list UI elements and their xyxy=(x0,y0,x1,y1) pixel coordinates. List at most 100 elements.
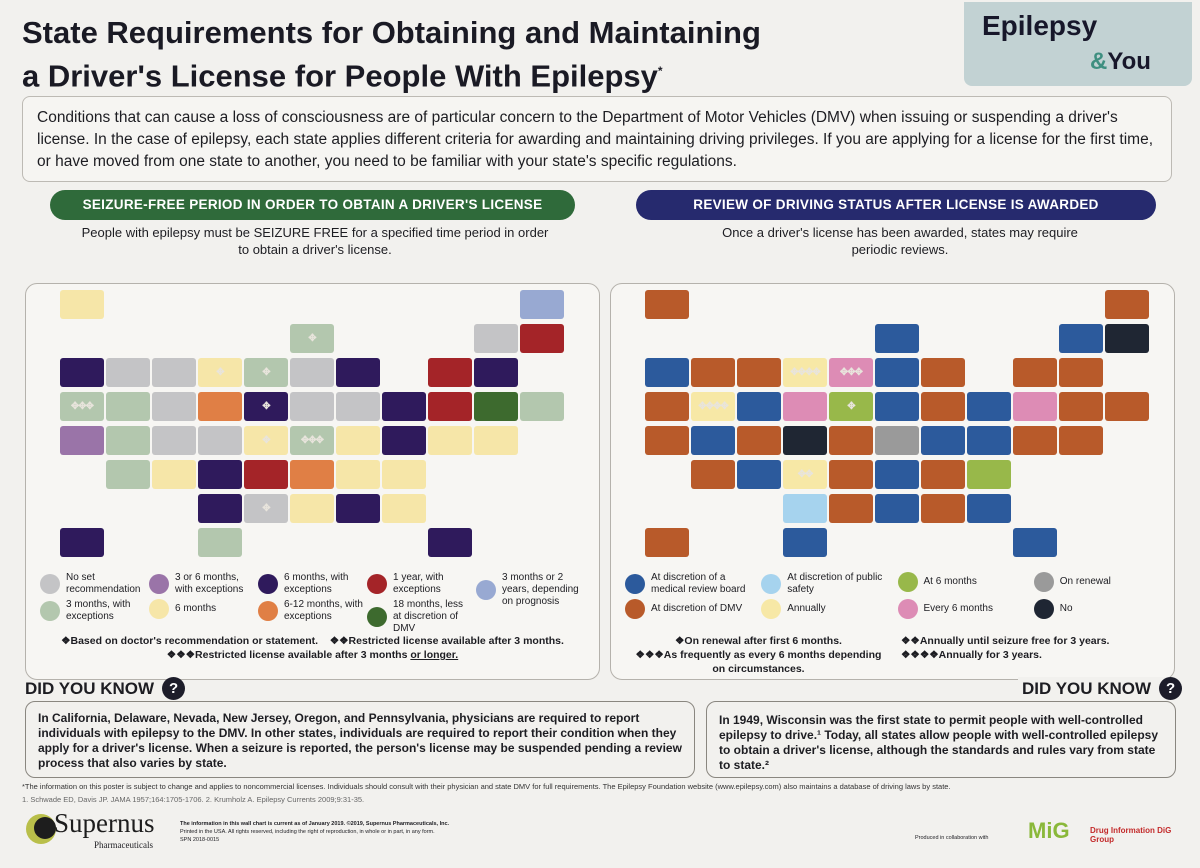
legend-item: At discretion of DMV xyxy=(625,599,757,619)
legend-item: No xyxy=(1033,599,1166,619)
marker-icon: ✥ xyxy=(262,503,270,514)
state-id xyxy=(691,358,735,387)
state-nd: ✥ xyxy=(198,358,242,387)
state-co xyxy=(737,426,781,455)
legend-item: 3 months or 2 years, depending on progno… xyxy=(476,572,581,608)
title-footnote-mark: * xyxy=(657,64,663,78)
state-ny xyxy=(1013,358,1057,387)
supernus-sub: Pharmaceuticals xyxy=(94,840,153,850)
state-ia: ✥ xyxy=(244,392,288,421)
state-nd: ✥✥✥✥ xyxy=(783,358,827,387)
state-ma xyxy=(1059,358,1103,387)
state-ut xyxy=(106,426,150,455)
state-wy xyxy=(152,392,196,421)
state-la: ✥ xyxy=(244,494,288,523)
state-ia: ✥ xyxy=(829,392,873,421)
legend-label: 18 months, less at discretion of DMV xyxy=(393,599,464,634)
legend-swatch xyxy=(761,574,782,594)
footer-disclaimer: *The information on this poster is subje… xyxy=(22,782,951,791)
state-co xyxy=(152,426,196,455)
state-hi xyxy=(645,528,689,557)
state-sd xyxy=(198,392,242,421)
legend-label: At 6 months xyxy=(923,576,977,587)
marker-icon: ✥✥✥ xyxy=(839,367,863,378)
state-ok xyxy=(783,494,827,523)
legend-swatch xyxy=(258,601,278,621)
legend-label: Annually xyxy=(787,603,826,614)
state-nh xyxy=(1105,324,1149,353)
legend-swatch xyxy=(1033,599,1054,619)
logo-ampersand: & xyxy=(1090,48,1108,75)
state-ar xyxy=(244,460,288,489)
footer-references: 1. Schwade ED, Davis JP. JAMA 1957;164:1… xyxy=(22,795,365,804)
did-you-know-right-text: In 1949, Wisconsin was the first state t… xyxy=(706,701,1176,778)
marker-icon: ✥ xyxy=(216,367,224,378)
marker-icon: ✥✥✥ xyxy=(300,435,324,446)
marker-icon: ✥ xyxy=(262,367,270,378)
did-you-know-left-heading: DID YOU KNOW? xyxy=(25,677,186,700)
state-ga xyxy=(967,494,1011,523)
right-notes-left: ❖On renewal after first 6 months. ❖❖❖As … xyxy=(631,634,886,676)
state-ri xyxy=(1105,392,1149,421)
right-subtitle: Once a driver's license has been awarded… xyxy=(722,225,1078,257)
state-nv xyxy=(106,392,150,421)
state-il xyxy=(875,358,919,387)
intro-text: Conditions that can cause a loss of cons… xyxy=(22,96,1172,182)
state-al xyxy=(336,494,380,523)
question-icon: ? xyxy=(1159,677,1183,700)
footer-line-3: SPN 2018-0015 xyxy=(180,837,220,843)
footer-line-2: Printed in the USA. All rights reserved,… xyxy=(180,829,435,835)
legend-swatch xyxy=(367,574,387,594)
marker-icon: ✥✥✥ xyxy=(70,401,94,412)
logo-word-epilepsy: Epilepsy xyxy=(982,10,1098,41)
legend-swatch xyxy=(625,599,645,619)
state-ca xyxy=(60,426,104,455)
legend-swatch xyxy=(625,574,645,594)
note-4: ❖❖❖❖Annually for 3 years. xyxy=(901,649,1042,661)
state-mt xyxy=(737,358,781,387)
state-me xyxy=(520,290,564,319)
state-ne xyxy=(198,426,242,455)
state-nh xyxy=(520,324,564,353)
legend-item: 18 months, less at discretion of DMV xyxy=(367,599,472,635)
state-or xyxy=(645,392,689,421)
marker-icon: ✥✥✥✥ xyxy=(790,367,820,378)
title-line-2: a Driver's License for People With Epile… xyxy=(22,58,658,94)
marker-icon: ✥ xyxy=(308,333,316,344)
state-mn: ✥✥✥ xyxy=(829,358,873,387)
legend-label: On renewal xyxy=(1059,576,1111,587)
state-nm xyxy=(152,460,196,489)
state-ar xyxy=(829,460,873,489)
state-ak xyxy=(60,290,104,319)
state-or: ✥✥✥ xyxy=(60,392,104,421)
right-notes-right: ❖❖Annually until seizure free for 3 year… xyxy=(901,634,1166,662)
state-fl xyxy=(428,528,472,557)
legend-label: Every 6 months xyxy=(923,603,993,614)
state-wi xyxy=(875,324,919,353)
state-in xyxy=(290,392,334,421)
left-section-heading: SEIZURE-FREE PERIOD IN ORDER TO OBTAIN A… xyxy=(50,190,575,220)
legend-swatch xyxy=(367,607,387,627)
state-sd xyxy=(783,392,827,421)
state-de xyxy=(1059,426,1103,455)
state-de xyxy=(474,426,518,455)
state-vt xyxy=(474,324,518,353)
logo-you: You xyxy=(1107,48,1151,75)
legend-label: At discretion of DMV xyxy=(651,603,743,614)
state-sc xyxy=(382,460,426,489)
left-subtitle: People with epilepsy must be SEIZURE FRE… xyxy=(81,225,549,257)
legend-label: 3 months, with exceptions xyxy=(66,599,131,622)
legend-swatch xyxy=(149,599,169,619)
footer-company-info: The information in this wall chart is cu… xyxy=(180,820,449,844)
state-md xyxy=(428,426,472,455)
state-wa xyxy=(60,358,104,387)
state-hi xyxy=(60,528,104,557)
state-tx xyxy=(783,528,827,557)
collab-text: Produced in collaboration with xyxy=(915,835,989,841)
state-sc xyxy=(967,460,1011,489)
state-va xyxy=(382,426,426,455)
state-wa xyxy=(645,358,689,387)
state-ak xyxy=(645,290,689,319)
state-oh xyxy=(336,392,380,421)
legend-swatch xyxy=(40,601,60,621)
